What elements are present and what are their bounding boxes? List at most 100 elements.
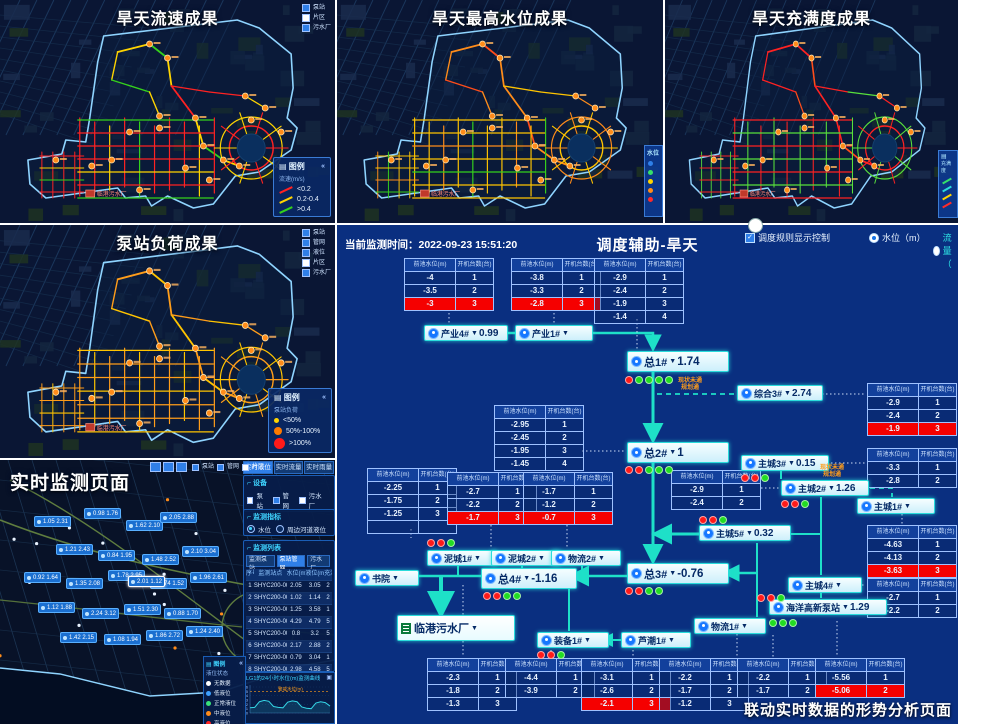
- map-panel-velocity[interactable]: 临港污水厂 旱天流速成果 泵站 片区 污水厂 ▤ 图例 « 流速(m/s) <0.2 0.2…: [0, 0, 335, 223]
- checkbox-icon[interactable]: ✓: [745, 232, 755, 243]
- station-pill[interactable]: 1.21 2.43: [56, 544, 94, 555]
- checkbox-icon[interactable]: [242, 463, 250, 471]
- pump-node-chanye1[interactable]: 产业1# ▼: [515, 325, 593, 341]
- radio-icon[interactable]: [247, 525, 255, 533]
- station-pill[interactable]: 1.12 1.88: [38, 602, 76, 613]
- collapse-icon[interactable]: «: [321, 163, 325, 170]
- monitor-tab[interactable]: 实时流量: [273, 461, 304, 474]
- monitor-tab[interactable]: 实时雨量: [304, 461, 335, 474]
- layer-toggle-item[interactable]: 片区: [301, 259, 331, 267]
- list-filter-button[interactable]: 监测泵站: [246, 555, 275, 572]
- collapse-icon[interactable]: «: [239, 660, 243, 667]
- station-pill[interactable]: 0.88 1.70: [164, 608, 202, 619]
- checkbox-icon[interactable]: [301, 269, 310, 277]
- pump-node-chanye4[interactable]: 产业4# ▼ 0.99: [424, 325, 508, 341]
- layer-toggle-item[interactable]: 污水厂: [301, 24, 331, 32]
- checkbox-icon[interactable]: [301, 249, 310, 257]
- station-pill[interactable]: 1.48 2.52: [142, 554, 180, 565]
- checkbox-icon[interactable]: [301, 259, 310, 267]
- checkbox-icon[interactable]: [301, 24, 310, 32]
- layer-toggle-item[interactable]: 片区: [301, 14, 331, 22]
- pump-node-zong4[interactable]: 总4# ▼ -1.16: [481, 568, 577, 589]
- layer-toggle-item[interactable]: 液位: [301, 249, 331, 257]
- map-tool-button[interactable]: [176, 462, 187, 472]
- map-panel-pump-load[interactable]: 临港污水厂 泵站负荷成果 泵站 管网 液位 片区 污水厂 ▤ 图例 « 泵站负荷 <50% 50…: [0, 225, 335, 458]
- map-layer-toggle[interactable]: 泵站: [192, 463, 214, 471]
- station-pill[interactable]: 0.98 1.76: [84, 508, 122, 519]
- pump-node-nicheng1[interactable]: 泥城1# ▼: [427, 550, 497, 566]
- station-pill[interactable]: 1.08 1.94: [104, 634, 142, 645]
- map-canvas-velocity[interactable]: 临港污水厂: [0, 0, 335, 223]
- pump-node-zhucheng3[interactable]: 主城3# ▼ 0.15: [741, 455, 829, 471]
- checkbox-icon[interactable]: [192, 463, 199, 471]
- station-pill[interactable]: 2.05 2.88: [160, 512, 198, 523]
- pump-node-wuliu1[interactable]: 物流1# ▼: [694, 618, 766, 634]
- map-canvas-max-level[interactable]: 临港污水厂: [337, 0, 663, 223]
- pump-node-zong3[interactable]: 总3# ▼ -0.76: [627, 563, 729, 584]
- map-tool-button[interactable]: [163, 462, 174, 472]
- pump-node-zhucheng5[interactable]: 主城5# ▼ 0.32: [699, 525, 791, 541]
- map-canvas-fullness[interactable]: 临港污水厂: [665, 0, 958, 223]
- pump-node-haiyang[interactable]: 海洋高新泵站 ▼ 1.29: [769, 599, 887, 615]
- pump-node-zhuangbei1[interactable]: 装备1# ▼: [537, 632, 609, 648]
- checkbox-icon[interactable]: [301, 4, 310, 12]
- station-pill[interactable]: 1.86 2.72: [146, 630, 184, 641]
- station-pill[interactable]: 1.05 2.31: [34, 516, 72, 527]
- layer-toggle-item[interactable]: 泵站: [301, 4, 331, 12]
- radio-water-level[interactable]: 水位（m）: [869, 231, 926, 244]
- station-pill[interactable]: 1.42 2.15: [60, 632, 98, 643]
- layer-toggle-item[interactable]: 污水厂: [301, 269, 331, 277]
- divider-handle[interactable]: [748, 218, 763, 233]
- pump-node-wuliu2[interactable]: 物流2# ▼: [551, 550, 621, 566]
- pump-node-zhucheng2[interactable]: 主城2# ▼ 1.26: [781, 480, 869, 496]
- map-panel-max-level[interactable]: 临港污水厂 旱天最高水位成果 水位: [337, 0, 663, 223]
- map-tool-button[interactable]: [150, 462, 161, 472]
- radio-icon[interactable]: [276, 525, 284, 533]
- station-pill[interactable]: 2.10 3.04: [182, 546, 220, 557]
- checkbox-icon[interactable]: [217, 463, 225, 471]
- station-pill[interactable]: 0.92 1.64: [24, 572, 62, 583]
- pump-node-zhucheng4[interactable]: 主城4# ▼: [788, 577, 862, 593]
- checkbox-icon[interactable]: [301, 239, 310, 247]
- collapse-icon[interactable]: «: [322, 394, 326, 401]
- checkbox-icon[interactable]: [299, 496, 306, 504]
- checkbox-icon[interactable]: [273, 496, 280, 504]
- rule-display-control[interactable]: ✓ 调度规则显示控制: [745, 231, 830, 244]
- pump-node-zhucheng1[interactable]: 主城1# ▼: [857, 498, 935, 514]
- station-pill[interactable]: 1.24 2.40: [186, 626, 224, 637]
- pump-node-zong2[interactable]: 总2# ▼ 1: [627, 442, 729, 463]
- checkbox-icon[interactable]: [247, 496, 254, 504]
- pump-node-luchao1[interactable]: 芦潮1# ▼: [621, 632, 691, 648]
- station-pill[interactable]: 0.84 1.95: [98, 550, 136, 561]
- pump-node-zonghe3[interactable]: 综合3# ▼ 2.74: [737, 385, 823, 401]
- station-pill[interactable]: 2.24 3.12: [82, 608, 120, 619]
- collapse-icon[interactable]: ▣: [326, 675, 332, 681]
- list-filter-button[interactable]: 污水厂: [307, 555, 330, 572]
- radio-icon-on[interactable]: [869, 232, 879, 243]
- map-layer-toggle[interactable]: 管网: [217, 463, 239, 471]
- monitor-panel[interactable]: 实时监测页面 1.05 2.31 0.98 1.76 1.62 2.10 2.05 2…: [0, 460, 335, 724]
- radio-flow[interactable]: 流量（: [933, 231, 958, 270]
- station-pill-selected[interactable]: 2.01 1.12: [128, 576, 166, 587]
- radio-icon-off[interactable]: [933, 245, 940, 256]
- pump-node-zong1[interactable]: 总1# ▼ 1.74: [627, 351, 729, 372]
- pump-node-plant[interactable]: 临港污水厂 ▼: [397, 615, 515, 641]
- station-pill[interactable]: 1.96 2.61: [190, 572, 228, 583]
- pump-node-nicheng2[interactable]: 泥城2# ▼: [491, 550, 561, 566]
- layer-toggle-item[interactable]: 管网: [301, 239, 331, 247]
- monitor-tab[interactable]: 实时液位: [243, 461, 273, 474]
- checkbox-icon[interactable]: [301, 14, 310, 22]
- map-panel-fullness[interactable]: 临港污水厂 旱天充满度成果 ▤ 充满度: [665, 0, 958, 223]
- pump-node-shuyuan[interactable]: 书院 ▼: [355, 570, 419, 586]
- station-pill[interactable]: 1.62 2.10: [126, 520, 164, 531]
- map-layer-toggle[interactable]: 片区: [242, 463, 264, 471]
- station-pill[interactable]: 1.51 2.30: [124, 604, 162, 615]
- station-pill[interactable]: 1.78 2.95: [108, 570, 146, 581]
